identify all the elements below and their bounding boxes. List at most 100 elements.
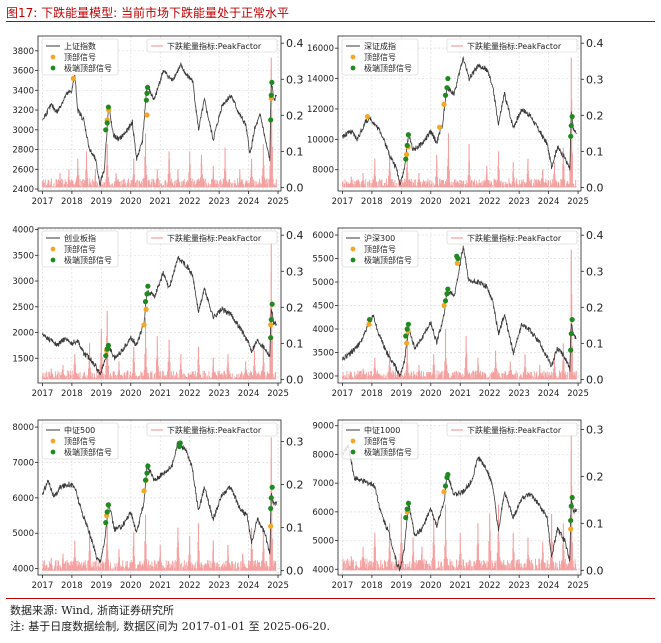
extreme-signal-point: [569, 113, 575, 120]
extreme-signal-point: [268, 317, 274, 323]
y-tick-label: 4000: [312, 565, 334, 575]
y2-tick-label: 0.2: [586, 301, 604, 314]
x-tick-label: 2019: [391, 389, 413, 399]
peakfactor-series: [341, 249, 577, 380]
x-tick-label: 2017: [32, 581, 54, 591]
legend-box: [446, 230, 578, 245]
legend-right: 下跌能量指标:PeakFactor: [446, 38, 578, 53]
legend-extreme-swatch: [50, 449, 56, 455]
index-line: [42, 61, 277, 187]
legend-top-label: 顶部信号: [364, 436, 396, 446]
y-tick-label: 3400: [12, 86, 34, 96]
extreme-signal-point: [568, 123, 574, 129]
extreme-signal-point: [268, 117, 274, 123]
x-tick-label: 2021: [449, 389, 471, 399]
plot-frame: [37, 35, 282, 192]
legend-box: [341, 422, 419, 460]
legend-peak-label: 下跌能量指标:PeakFactor: [467, 233, 562, 243]
top-signal-point: [366, 321, 372, 327]
extreme-signal-point: [145, 463, 151, 469]
y-tick-label: 14000: [307, 75, 334, 85]
extreme-signal-point: [145, 283, 151, 289]
y-tick-label: 2400: [12, 185, 34, 195]
y-tick-label: 9000: [312, 422, 334, 432]
x-tick-label: 2025: [567, 581, 589, 591]
y2-tick-label: 0.0: [586, 564, 604, 577]
x-tick-label: 2020: [420, 389, 442, 399]
extreme-signal-point: [568, 133, 574, 139]
x-tick-label: 2017: [332, 197, 354, 207]
legend-extreme-swatch: [50, 65, 56, 71]
x-tick-label: 2024: [538, 581, 560, 591]
figure-title: 图17: 下跌能量模型: 当前市场下跌能量处于正常水平: [6, 6, 289, 20]
legend-extreme-label: 极端顶部信号: [64, 255, 112, 265]
peakfactor-series: [341, 57, 577, 188]
y-tick-label: 8000: [12, 423, 34, 433]
x-tick-label: 2017: [332, 581, 354, 591]
index-line: [342, 443, 577, 573]
top-signal-point: [268, 523, 274, 529]
y2-tick-label: 0.1: [286, 145, 304, 158]
x-tick-label: 2023: [508, 581, 530, 591]
extreme-signal-point: [177, 440, 183, 446]
y-tick-label: 2600: [12, 165, 34, 175]
legend-box: [341, 230, 419, 268]
y2-tick-label: 0.0: [286, 181, 304, 194]
y2-tick-label: 0.2: [586, 470, 604, 483]
chart-panel-5: 2017 2018 2019 2020 2021 2022 2023 2024 2025 4000…: [12, 419, 304, 591]
y2-tick-label: 0.0: [586, 373, 604, 386]
y-tick-label: 5000: [312, 278, 334, 288]
extreme-signal-point: [404, 142, 410, 149]
legend-extreme-swatch: [350, 65, 356, 71]
legend-right: 下跌能量指标:PeakFactor: [146, 422, 278, 437]
x-tick-label: 2023: [208, 581, 230, 591]
legend-index-label: 上证指数: [64, 41, 96, 51]
extreme-signal-point: [144, 470, 150, 476]
legend-box: [41, 422, 119, 460]
y-tick-label: 5000: [312, 537, 334, 547]
chart-panel-6: 2017 2018 2019 2020 2021 2022 2023 2024 2025 4000…: [312, 419, 604, 591]
legend-peak-label: 下跌能量指标:PeakFactor: [467, 425, 562, 435]
y-tick-label: 4000: [12, 565, 34, 575]
legend-top-label: 顶部信号: [364, 52, 396, 62]
legend-peak-label: 下跌能量指标:PeakFactor: [167, 233, 262, 243]
y-tick-label: 3000: [12, 277, 34, 287]
legend-right: 下跌能量指标:PeakFactor: [146, 38, 278, 53]
top-signal-point: [141, 322, 147, 328]
x-tick-label: 2018: [361, 197, 383, 207]
plot-frame: [337, 419, 582, 576]
extreme-signal-point: [105, 502, 111, 508]
top-signal-point: [568, 526, 574, 532]
x-tick-label: 2019: [91, 581, 113, 591]
extreme-signal-point: [444, 291, 450, 297]
x-tick-label: 2017: [32, 389, 54, 399]
extreme-signal-point: [442, 92, 449, 98]
legend-extreme-label: 极端顶部信号: [64, 63, 112, 73]
legend-extreme-label: 极端顶部信号: [364, 63, 412, 73]
x-tick-label: 2021: [149, 581, 171, 591]
x-tick-label: 2024: [238, 197, 260, 207]
extreme-signal-point: [568, 503, 574, 509]
peakfactor-series: [41, 437, 277, 571]
x-tick-label: 2021: [149, 197, 171, 207]
legend-box: [146, 230, 278, 245]
top-signal-point: [141, 488, 147, 494]
x-tick-label: 2022: [479, 581, 501, 591]
y2-tick-label: 0.3: [586, 423, 604, 436]
x-tick-label: 2022: [179, 581, 201, 591]
x-tick-label: 2022: [479, 389, 501, 399]
y-tick-label: 2500: [12, 303, 34, 313]
y-tick-label: 4000: [312, 325, 334, 335]
x-tick-label: 2025: [567, 389, 589, 399]
extreme-signal-point: [403, 333, 409, 339]
x-tick-label: 2022: [479, 197, 501, 207]
x-tick-label: 2021: [449, 581, 471, 591]
top-signal-point: [454, 260, 460, 266]
y2-tick-label: 0.4: [286, 37, 304, 50]
y-tick-label: 10000: [307, 135, 334, 145]
y-tick-label: 2800: [12, 146, 34, 156]
y2-tick-label: 0.4: [586, 229, 604, 242]
top-signal-point: [70, 75, 76, 82]
